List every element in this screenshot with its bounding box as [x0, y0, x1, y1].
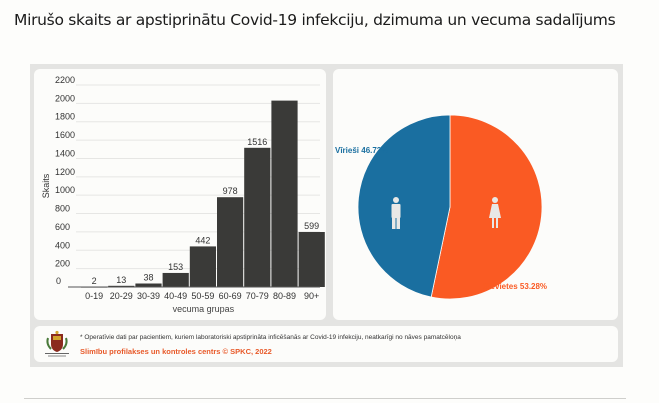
- y-tick-label: 1600: [55, 130, 75, 140]
- bar-60-69: [217, 197, 244, 287]
- bar-value-label: 13: [116, 275, 126, 285]
- male-person-icon: [391, 197, 401, 229]
- bar-value-label: 1516: [247, 137, 267, 147]
- female-person-icon: [489, 197, 501, 228]
- pie-slice-Sievietes: [430, 114, 543, 300]
- bar-value-label: 2: [92, 276, 97, 286]
- bar-40-49: [162, 272, 189, 287]
- divider: [24, 398, 626, 399]
- x-tick-label: 30-39: [137, 291, 160, 301]
- x-tick-label: 80-89: [273, 291, 296, 301]
- y-tick-label: 1000: [55, 185, 75, 195]
- y-tick-label: 1800: [55, 112, 75, 122]
- pie-label-male: Vīrieši 46.72%: [335, 146, 388, 155]
- bar-30-39: [135, 283, 162, 287]
- y-tick-label: 200: [55, 259, 70, 269]
- y-tick-label: 400: [55, 240, 70, 250]
- bar-value-label: 153: [168, 262, 183, 272]
- x-tick-label: 0-19: [85, 291, 103, 301]
- bar-value-label: 442: [195, 235, 210, 245]
- gender-pie-chart-panel: Sievietes 53.28% Vīrieši 46.72%: [333, 69, 618, 320]
- x-axis-label: vecuma grupas: [173, 304, 235, 314]
- y-tick-label: 1200: [55, 167, 75, 177]
- x-tick-label: 70-79: [246, 291, 269, 301]
- age-bar-chart: 200 400 600 800 1000 1200 1400 1600 1800 2000 2200…: [41, 75, 325, 314]
- y-axis-label: Skaits: [41, 173, 51, 198]
- spkc-logo-icon: [45, 330, 69, 357]
- y-tick-label: 800: [55, 204, 70, 214]
- y-tick-label: 2000: [55, 93, 75, 103]
- gender-pie-chart: Sievietes 53.28% Vīrieši 46.72%: [335, 114, 547, 300]
- bar-90+: [298, 232, 325, 287]
- bar-80-89: [271, 100, 298, 287]
- footer-credit: Slimību profilakses un kontroles centrs …: [80, 347, 272, 356]
- age-bar-chart-panel: 200 400 600 800 1000 1200 1400 1600 1800 2000 2200…: [34, 69, 326, 320]
- x-tick-label: 40-49: [164, 291, 187, 301]
- pie-slice-Vīrieši: [357, 114, 451, 298]
- dashboard-frame: 200 400 600 800 1000 1200 1400 1600 1800 2000 2200…: [30, 64, 623, 367]
- bar-value-label: 978: [223, 186, 238, 196]
- page-title: Mirušo skaits ar apstiprinātu Covid-19 i…: [14, 11, 616, 29]
- y-tick-label: 0: [56, 276, 61, 286]
- bar-value-label: 38: [143, 273, 153, 283]
- y-tick-label: 1400: [55, 148, 75, 158]
- bar-value-label: 599: [304, 221, 319, 231]
- footer-panel: * Operatīvie dati par pacientiem, kuriem…: [34, 326, 618, 362]
- x-tick-label: 50-59: [191, 291, 214, 301]
- y-tick-label: 600: [55, 222, 70, 232]
- bar-70-79: [244, 147, 271, 287]
- pie-label-female: Sievietes 53.28%: [483, 282, 547, 291]
- bar-50-59: [189, 246, 216, 287]
- x-tick-label: 60-69: [219, 291, 242, 301]
- x-tick-label: 90+: [304, 291, 319, 301]
- footer-note: * Operatīvie dati par pacientiem, kuriem…: [80, 334, 461, 341]
- y-tick-label: 2200: [55, 75, 75, 85]
- x-tick-label: 20-29: [110, 291, 133, 301]
- bar-20-29: [108, 285, 135, 287]
